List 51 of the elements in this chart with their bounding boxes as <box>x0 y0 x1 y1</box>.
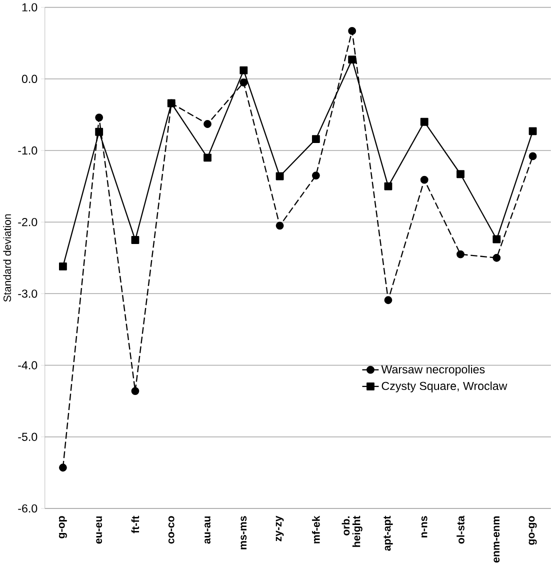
point <box>203 120 212 128</box>
x-tick-label: ms-ms <box>240 516 246 550</box>
x-tick-label: go-go <box>528 516 537 545</box>
x-tick-label: au-au <box>204 516 210 544</box>
x-tick-label: zy-zy <box>276 516 284 542</box>
point <box>95 128 103 136</box>
x-tick-label: apt-apt <box>384 516 393 551</box>
point <box>276 222 284 230</box>
point <box>384 182 392 190</box>
point <box>384 296 392 304</box>
point <box>203 154 212 162</box>
point <box>276 172 284 180</box>
x-tick-label: eu-eu <box>96 516 102 544</box>
point <box>312 172 320 180</box>
y-tick-label: -1.0 <box>18 146 38 155</box>
y-tick-label: 1.0 <box>22 3 38 12</box>
y-tick-label: -4.0 <box>18 361 38 370</box>
point <box>492 254 500 262</box>
point <box>240 66 248 74</box>
point <box>348 56 356 64</box>
point <box>95 114 103 122</box>
y-tick-label: -5.0 <box>18 432 38 441</box>
point <box>58 464 67 472</box>
point <box>348 26 356 35</box>
point <box>456 170 464 178</box>
legend-label: Warsaw necropolies <box>381 364 485 376</box>
point <box>492 235 500 244</box>
point <box>58 262 67 270</box>
legend-label: Czysty Square, Wroclaw <box>382 382 508 392</box>
point <box>131 236 140 244</box>
y-tick-label: -6.0 <box>18 504 38 513</box>
point <box>528 127 537 136</box>
x-tick-label: g-op <box>58 516 67 538</box>
x-tick-label: ft-ft <box>131 516 140 534</box>
x-tick-label: enm-enm <box>494 516 500 563</box>
x-tick-label: co-co <box>168 516 174 544</box>
point <box>456 250 464 258</box>
point <box>312 135 320 143</box>
y-tick-label: -3.0 <box>18 290 38 298</box>
x-tick-label: ol-sta <box>456 516 464 544</box>
point <box>420 176 428 184</box>
x-tick-label: mf-ek <box>312 516 320 544</box>
x-tick-label: n-ns <box>421 516 428 538</box>
y-tick-label: -2.0 <box>18 218 38 226</box>
point <box>240 78 248 86</box>
x-tick-label: orb. height <box>342 516 362 547</box>
point <box>131 387 140 395</box>
y-axis-title: Standard deviation <box>3 214 11 302</box>
y-tick-label: 0.0 <box>22 74 38 83</box>
point <box>528 152 537 160</box>
point <box>420 118 428 126</box>
